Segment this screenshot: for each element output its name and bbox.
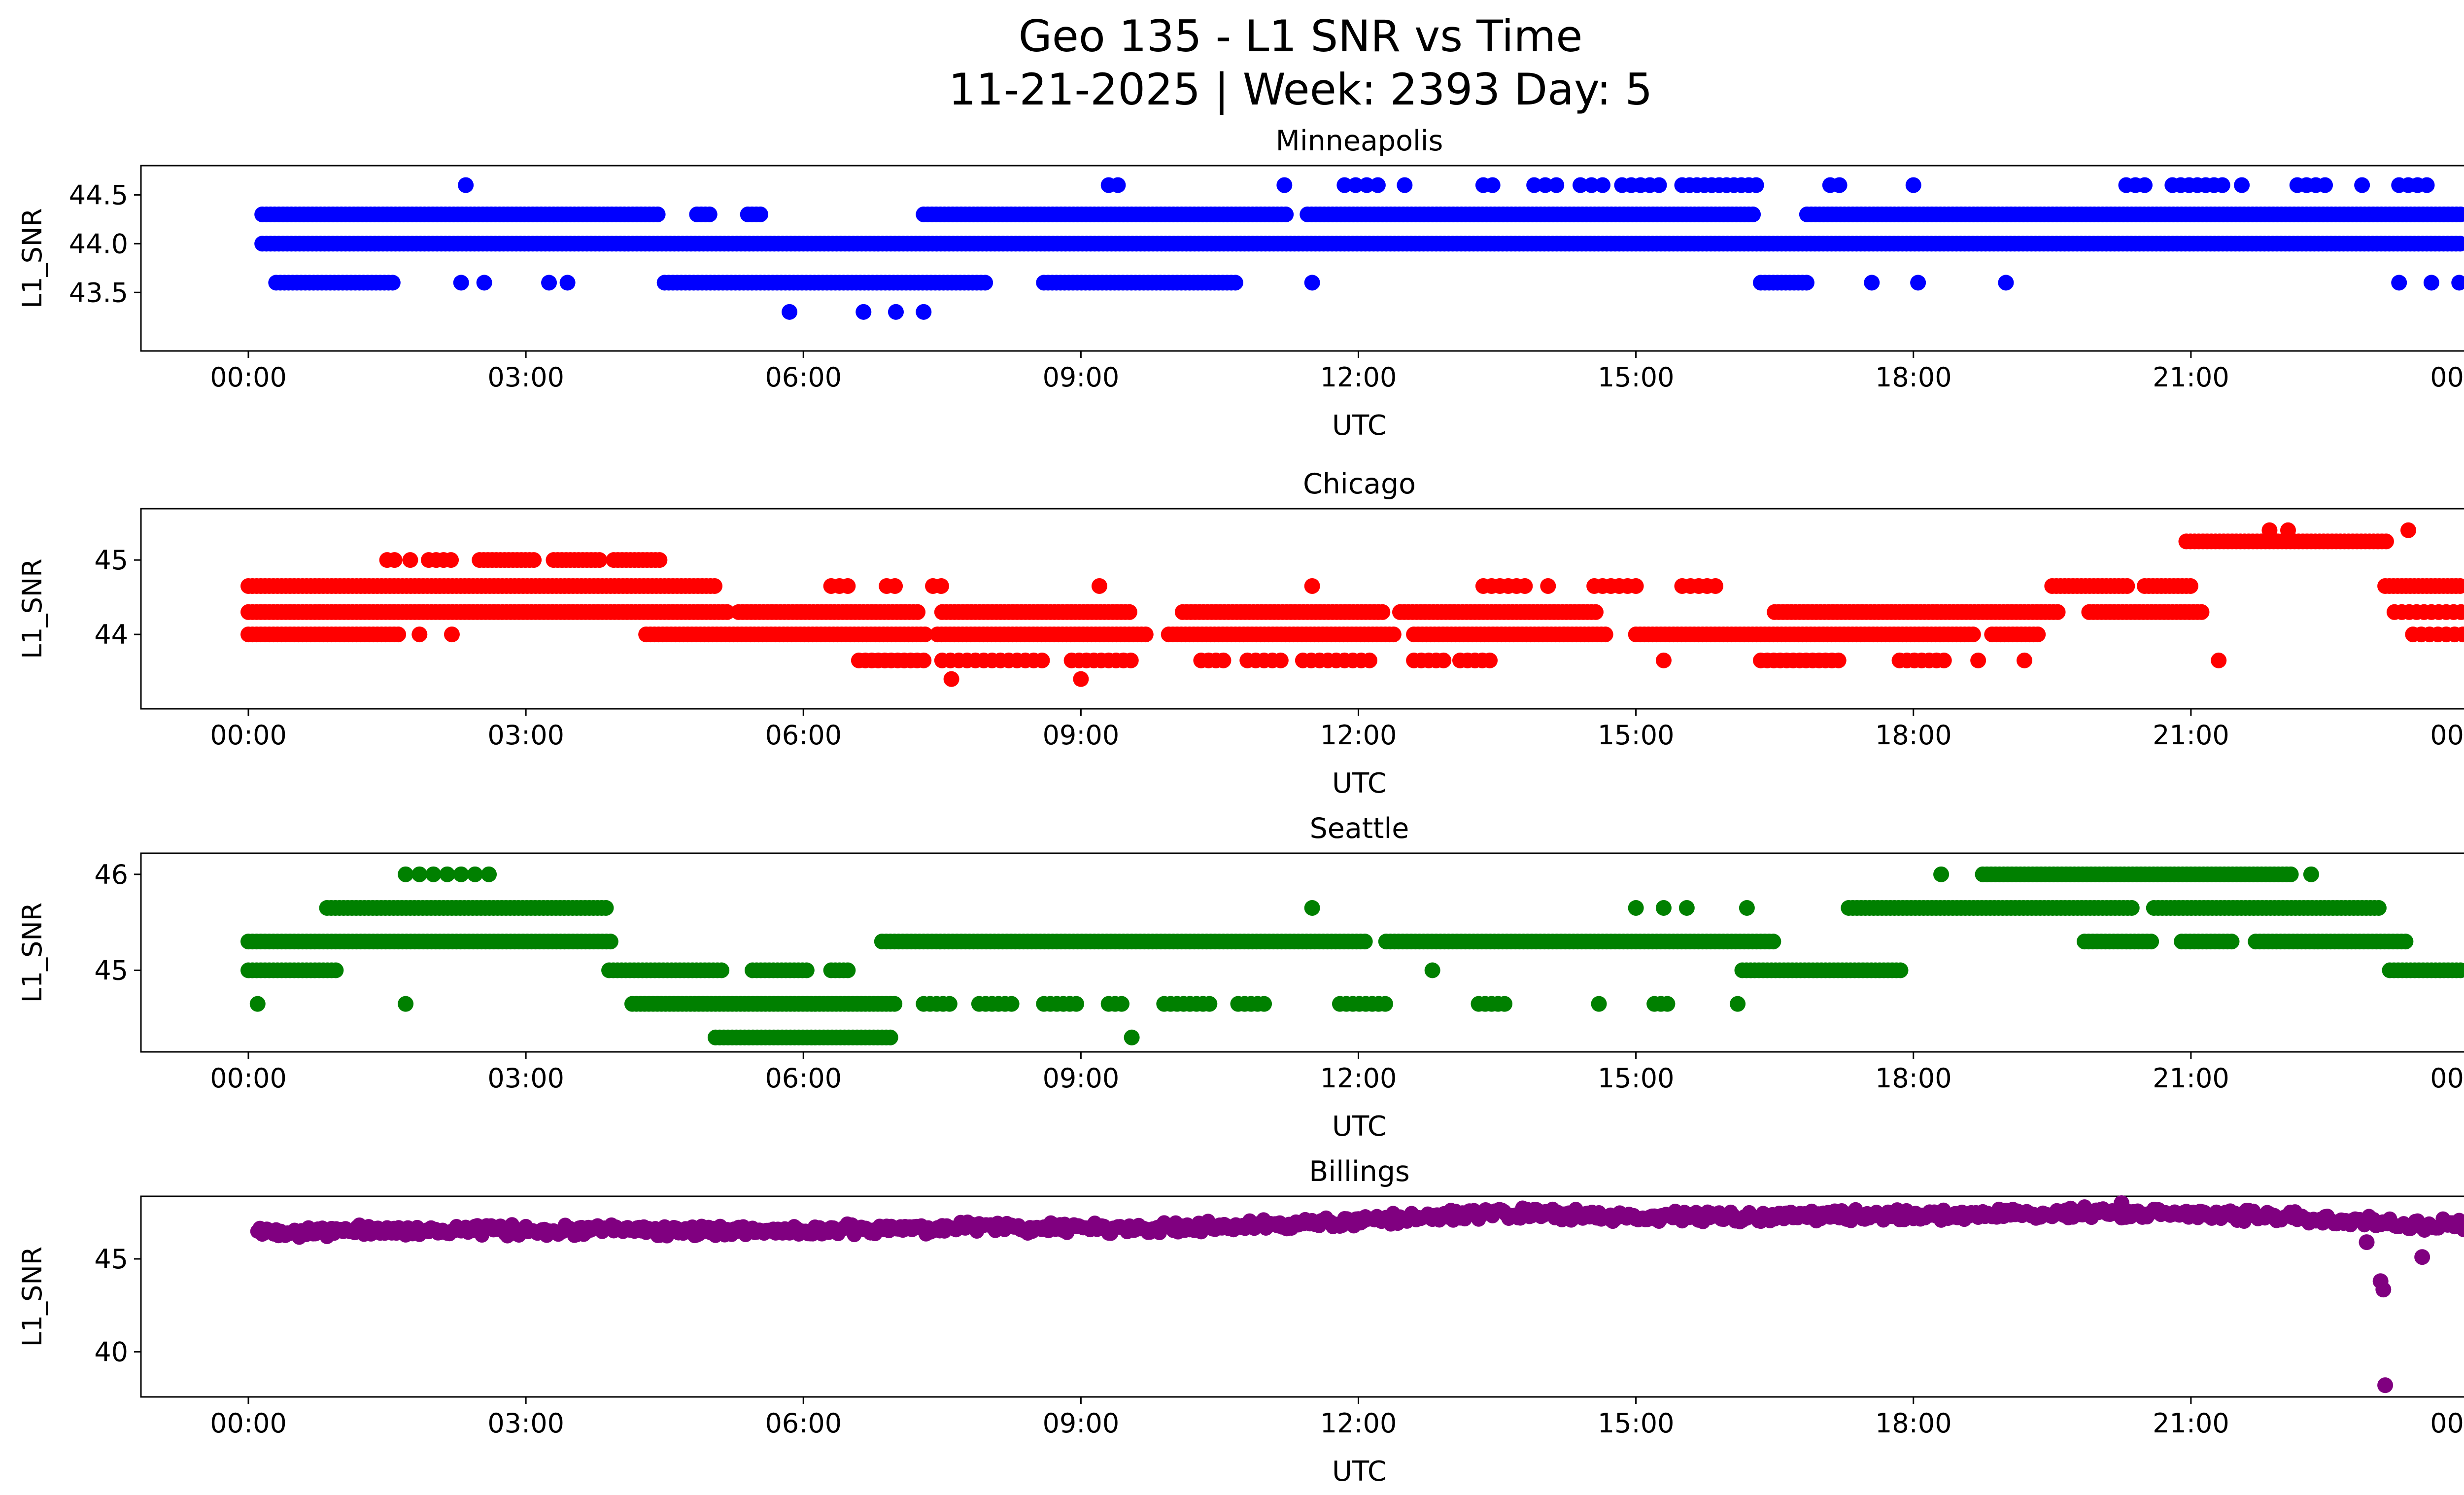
x-tick-label: 15:00 xyxy=(1598,1063,1675,1094)
y-tick-label: 43.5 xyxy=(69,277,128,308)
x-tick-label: 03:00 xyxy=(487,720,564,751)
x-tick-label: 15:00 xyxy=(1598,362,1675,393)
minneapolis-plot-area: 00:00 03:00 06:00 09:00 12:00 15:00 18:00 21:00… xyxy=(17,165,2464,442)
x-tick-label: 12:00 xyxy=(1320,362,1397,393)
y-axis-ticks: 44 45 xyxy=(94,545,141,650)
x-tick-label: 00:00 xyxy=(2430,362,2464,393)
x-tick-label: 03:00 xyxy=(487,1063,564,1094)
seattle-plot-area: 00:00 03:00 06:00 09:00 12:00 15:00 18:00 21:00… xyxy=(17,852,2464,1143)
x-axis-ticks: 00:00 03:00 06:00 09:00 12:00 15:00 18:00 21:00… xyxy=(210,1052,2464,1094)
y-tick-label: 45 xyxy=(94,1244,128,1275)
y-tick-label: 44.0 xyxy=(69,228,128,259)
y-tick-label: 45 xyxy=(94,955,128,986)
x-tick-label: 18:00 xyxy=(1875,720,1952,751)
x-tick-label: 15:00 xyxy=(1598,1408,1675,1439)
x-tick-label: 09:00 xyxy=(1043,720,1120,751)
x-axis-label: UTC xyxy=(1332,767,1387,800)
y-axis-label: L1_SNR xyxy=(17,903,48,1003)
x-tick-label: 06:00 xyxy=(765,362,842,393)
x-tick-label: 09:00 xyxy=(1043,1408,1120,1439)
chicago-plot-area: 00:00 03:00 06:00 09:00 12:00 15:00 18:00 21:00… xyxy=(17,508,2464,800)
x-axis-label: UTC xyxy=(1332,1456,1387,1488)
x-axis-label: UTC xyxy=(1332,410,1387,442)
x-tick-label: 18:00 xyxy=(1875,362,1952,393)
y-axis-ticks: 40 45 xyxy=(94,1244,141,1367)
y-tick-label: 45 xyxy=(94,545,128,576)
billings-plot-area: 00:00 03:00 06:00 09:00 12:00 15:00 18:00 21:00… xyxy=(17,1195,2464,1488)
y-axis-ticks: 45 46 xyxy=(94,859,141,986)
scatter-points xyxy=(250,1195,2464,1393)
x-axis-ticks: 00:00 03:00 06:00 09:00 12:00 15:00 18:00 21:00… xyxy=(210,351,2464,393)
figure-subtitle: 11-21-2025 | Week: 2393 Day: 5 xyxy=(948,64,1653,115)
x-tick-label: 00:00 xyxy=(210,1063,287,1094)
x-tick-label: 15:00 xyxy=(1598,720,1675,751)
x-tick-label: 09:00 xyxy=(1043,1063,1120,1094)
subplot-title-minneapolis: Minneapolis xyxy=(1275,125,1443,157)
y-axis-label: L1_SNR xyxy=(17,208,48,309)
subplot-title-seattle: Seattle xyxy=(1309,812,1409,845)
y-axis-label: L1_SNR xyxy=(17,1247,48,1347)
x-tick-label: 21:00 xyxy=(2153,1063,2229,1094)
scatter-points xyxy=(240,522,2464,687)
subplot-title-chicago: Chicago xyxy=(1302,468,1416,500)
y-tick-label: 46 xyxy=(94,859,128,890)
x-tick-label: 06:00 xyxy=(765,1063,842,1094)
x-tick-label: 12:00 xyxy=(1320,1408,1397,1439)
x-tick-label: 21:00 xyxy=(2153,720,2229,751)
x-axis-ticks: 00:00 03:00 06:00 09:00 12:00 15:00 18:00 21:00… xyxy=(210,1397,2464,1439)
scatter-points xyxy=(240,866,2464,1045)
x-tick-label: 03:00 xyxy=(487,1408,564,1439)
y-tick-label: 40 xyxy=(94,1336,128,1367)
x-axis-ticks: 00:00 03:00 06:00 09:00 12:00 15:00 18:00 21:00… xyxy=(210,709,2464,751)
axes-frame xyxy=(140,852,2464,1053)
x-axis-label: UTC xyxy=(1332,1111,1387,1143)
scatter-points xyxy=(254,177,2464,320)
x-tick-label: 00:00 xyxy=(210,362,287,393)
x-tick-label: 03:00 xyxy=(487,362,564,393)
axes-frame xyxy=(140,165,2464,352)
x-tick-label: 06:00 xyxy=(765,1408,842,1439)
x-tick-label: 00:00 xyxy=(2430,1063,2464,1094)
x-tick-label: 06:00 xyxy=(765,720,842,751)
x-tick-label: 00:00 xyxy=(210,1408,287,1439)
x-tick-label: 21:00 xyxy=(2153,362,2229,393)
y-axis-ticks: 43.5 44.0 44.5 xyxy=(69,179,141,308)
axes-frame xyxy=(140,1195,2464,1398)
y-tick-label: 44 xyxy=(94,619,128,650)
axes-frame xyxy=(140,508,2464,710)
x-tick-label: 00:00 xyxy=(2430,1408,2464,1439)
x-tick-label: 21:00 xyxy=(2153,1408,2229,1439)
x-tick-label: 12:00 xyxy=(1320,1063,1397,1094)
x-tick-label: 09:00 xyxy=(1043,362,1120,393)
subplot-title-billings: Billings xyxy=(1309,1155,1410,1188)
x-tick-label: 00:00 xyxy=(2430,720,2464,751)
figure-title: Geo 135 - L1 SNR vs Time xyxy=(1018,11,1583,62)
x-tick-label: 12:00 xyxy=(1320,720,1397,751)
x-tick-label: 18:00 xyxy=(1875,1063,1952,1094)
x-tick-label: 00:00 xyxy=(210,720,287,751)
x-tick-label: 18:00 xyxy=(1875,1408,1952,1439)
y-tick-label: 44.5 xyxy=(69,179,128,210)
y-axis-label: L1_SNR xyxy=(17,558,48,659)
